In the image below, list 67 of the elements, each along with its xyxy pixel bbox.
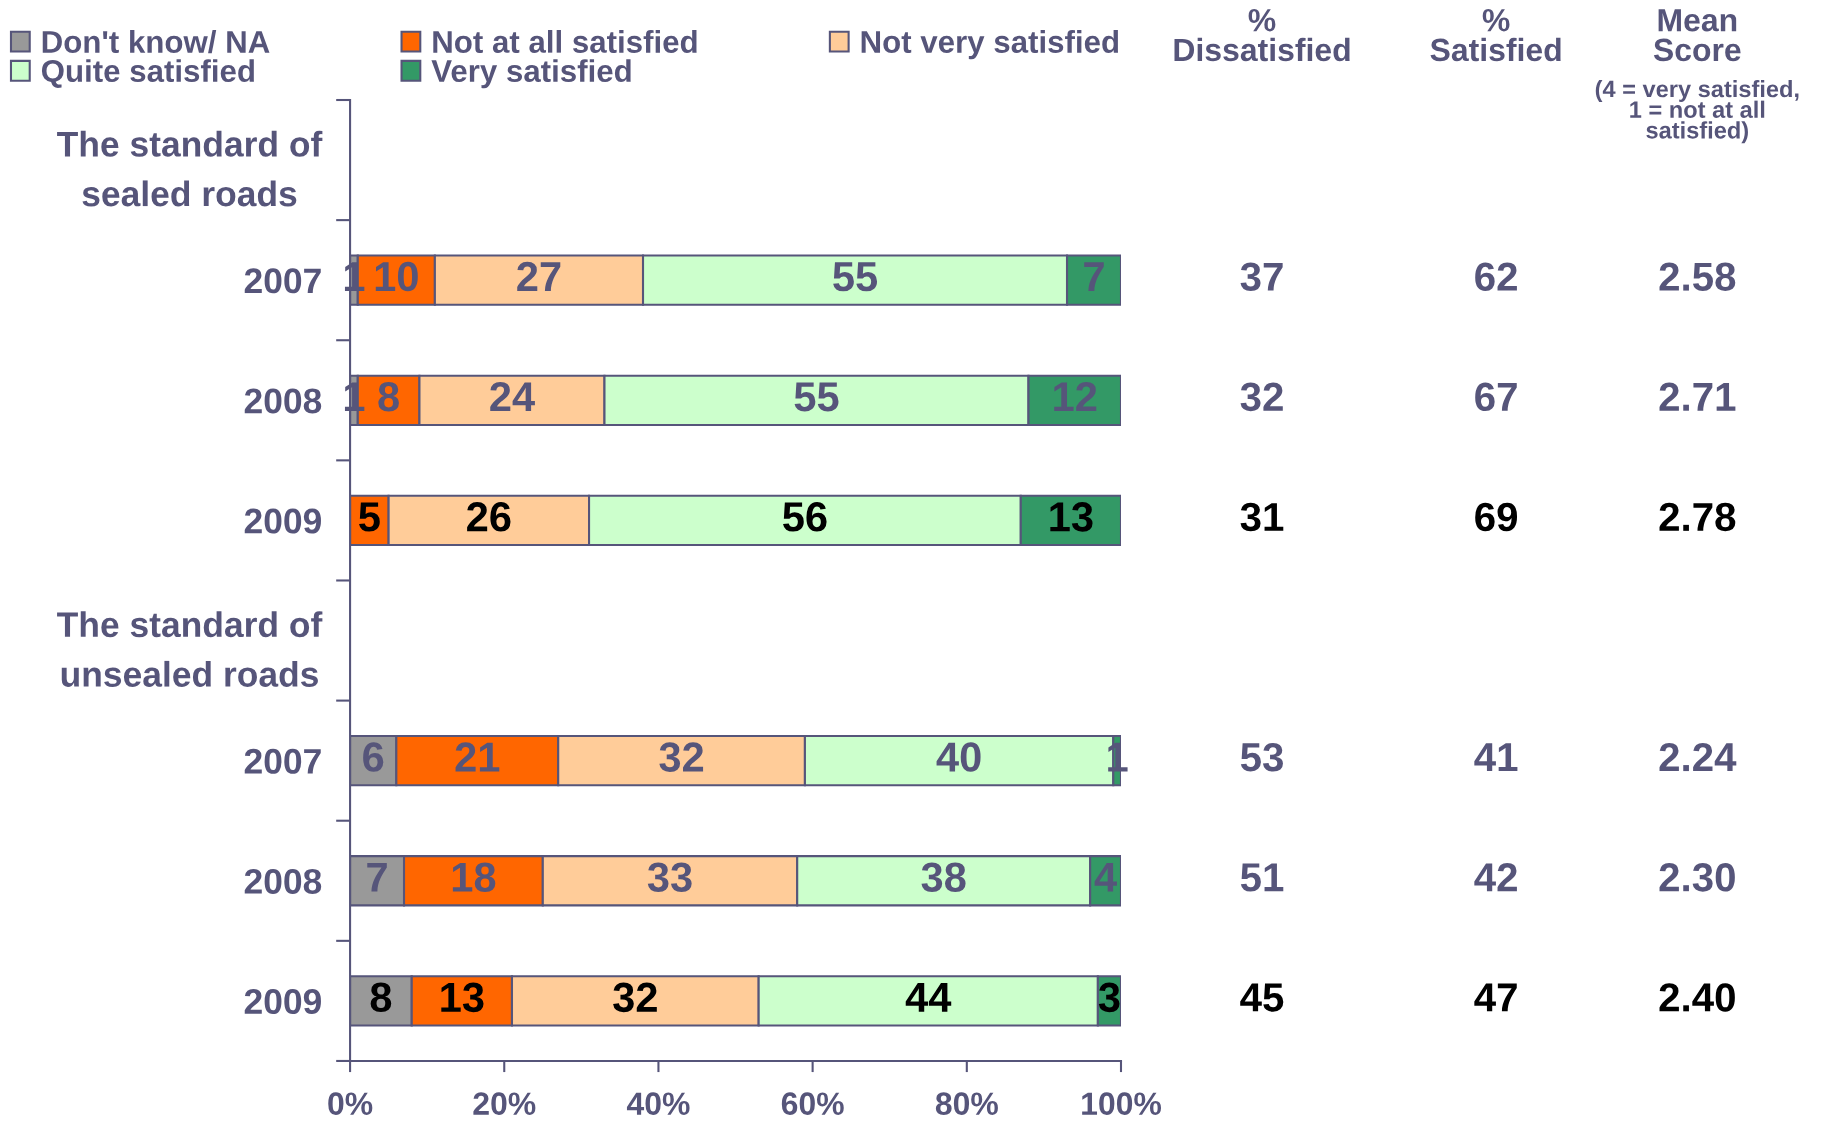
legend-label: Don't know/ NA (42, 30, 270, 54)
data-label: 24 (490, 381, 535, 412)
text: % Dissatisfied (1174, 8, 1350, 62)
data-label: 8 (370, 982, 392, 1013)
text: 2.58 (1659, 262, 1736, 291)
x-tick-label: 0% (328, 1092, 373, 1115)
data-label: 44 (905, 983, 952, 1012)
y-tick-label: 2009 (244, 508, 321, 534)
text: 2.78 (1659, 502, 1736, 532)
text: 32 (1240, 382, 1283, 412)
y-tick-label: 2007 (244, 268, 321, 294)
text: 2.71 (1659, 382, 1736, 411)
text: 69 (1475, 502, 1518, 532)
data-label: 21 (455, 742, 500, 772)
data-label: 27 (517, 261, 561, 291)
text: 31 (1240, 502, 1284, 532)
data-label: 7 (1084, 262, 1104, 291)
data-label: 33 (647, 862, 692, 893)
data-label: 12 (1054, 381, 1097, 412)
y-tick-label: 2009 (244, 989, 321, 1015)
data-label: 38 (921, 862, 966, 893)
data-label: 40 (936, 742, 981, 772)
data-label: 55 (833, 262, 878, 292)
text: 2.24 (1659, 742, 1737, 772)
text: 42 (1474, 863, 1517, 892)
y-tick-label: The standard of unsealed roads (57, 611, 323, 687)
text: 2.30 (1659, 863, 1735, 892)
x-tick-label: 20% (473, 1092, 536, 1115)
data-label: 5 (359, 502, 380, 532)
data-label: 56 (783, 502, 827, 532)
data-label: 55 (794, 382, 839, 412)
data-label: 26 (467, 502, 511, 532)
text: 67 (1475, 382, 1517, 412)
legend-label: Quite satisfied (41, 59, 254, 88)
text: Mean Score (1653, 9, 1741, 62)
data-label: 13 (1050, 502, 1093, 532)
data-label: 18 (452, 862, 496, 892)
text: 47 (1474, 983, 1517, 1012)
y-tick-label: 2007 (244, 748, 321, 774)
data-label: 6 (363, 742, 384, 772)
text: 37 (1240, 262, 1283, 292)
data-label: 4 (1094, 862, 1117, 892)
data-label: 13 (441, 982, 484, 1013)
text: 45 (1240, 983, 1284, 1012)
text: 53 (1240, 742, 1283, 772)
x-tick-label: 100% (1082, 1092, 1162, 1115)
text: 41 (1474, 743, 1518, 772)
x-tick-label: 40% (626, 1092, 690, 1115)
data-label: 3 (1098, 982, 1120, 1013)
data-label: 32 (659, 742, 704, 772)
data-label: 7 (367, 862, 387, 892)
data-label: 32 (613, 982, 657, 1013)
y-tick-label: 2008 (244, 868, 322, 894)
data-label: 10 (375, 261, 418, 292)
x-tick-label: 80% (935, 1092, 998, 1115)
y-tick-label: 2008 (244, 388, 322, 414)
text: (4 = very satisfied, 1 = not at all satisfied) (1595, 80, 1799, 144)
legend-label: Not very satisfied (861, 30, 1119, 60)
data-label: 8 (378, 381, 399, 412)
legend-label: Very satisfied (431, 59, 631, 89)
text: 2.40 (1659, 983, 1735, 1012)
x-tick-label: 60% (781, 1092, 844, 1115)
text: 51 (1240, 863, 1284, 892)
text: 62 (1475, 262, 1517, 291)
y-tick-label: The standard of sealed roads (57, 130, 323, 207)
legend-label: Not at all satisfied (433, 30, 697, 53)
text: % Satisfied (1430, 8, 1561, 62)
